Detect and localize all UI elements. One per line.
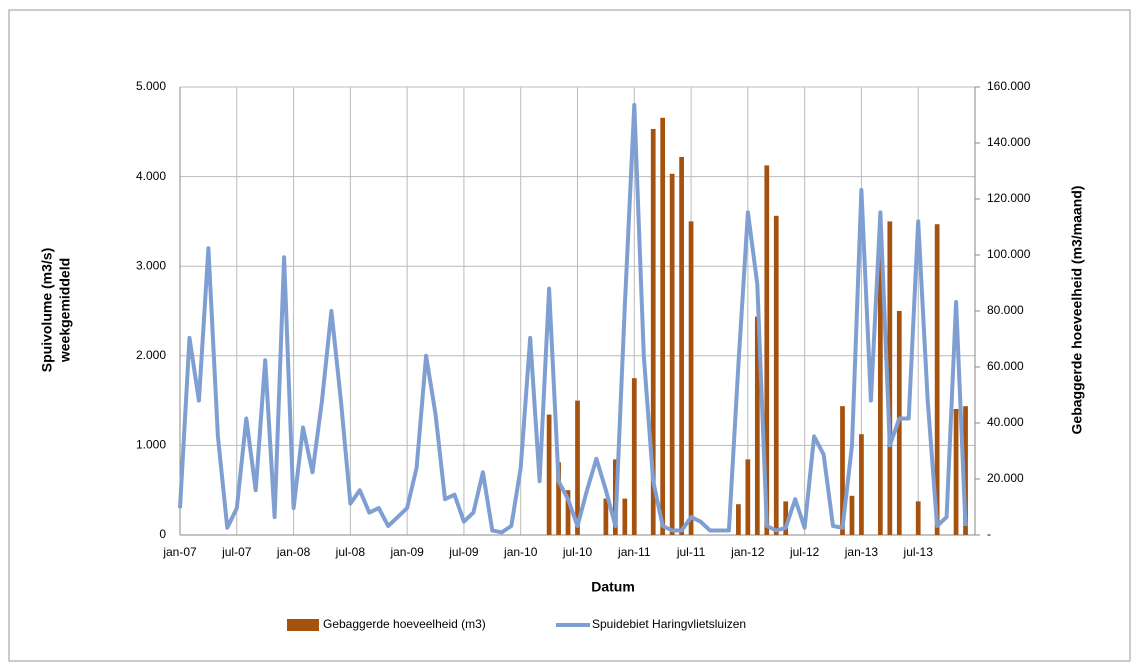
bar — [575, 400, 580, 535]
y2-tick-label: 100.000 — [987, 247, 1031, 261]
x-tick-label: jan-12 — [730, 545, 765, 559]
x-tick-label: jul-13 — [903, 545, 934, 559]
bar — [915, 501, 921, 535]
bar — [783, 501, 789, 535]
bar — [565, 490, 571, 535]
x-tick-label: jan-13 — [844, 545, 879, 559]
x-tick-label: jan-11 — [617, 545, 651, 559]
bar — [754, 316, 760, 535]
y2-axis-title: Gebaggerde hoeveelheid (m3/maand) — [1069, 186, 1085, 435]
legend-label: Gebaggerde hoeveelheid (m3) — [323, 617, 486, 631]
y2-tick-label: 160.000 — [987, 79, 1031, 93]
bar — [859, 434, 864, 535]
x-tick-label: jan-08 — [276, 545, 311, 559]
x-axis-title: Datum — [591, 579, 635, 595]
bar — [556, 462, 561, 535]
bar — [764, 165, 770, 535]
y-tick-label: 3.000 — [136, 258, 166, 272]
x-tick-label: jul-12 — [789, 545, 820, 559]
x-tick-label: jul-11 — [676, 545, 706, 559]
y2-tick-label: - — [987, 527, 991, 541]
bar — [877, 227, 883, 535]
x-tick-label: jan-10 — [503, 545, 538, 559]
bar — [745, 459, 751, 535]
bar — [849, 495, 855, 535]
y-axis-title: weekgemiddeld — [57, 258, 73, 363]
bar — [953, 409, 959, 535]
line — [178, 102, 968, 535]
x-tick-label: jul-07 — [221, 545, 252, 559]
bar — [679, 157, 684, 535]
legend-swatch — [287, 619, 319, 631]
x-tick-label: jul-10 — [562, 545, 593, 559]
y2-tick-label: 80.000 — [987, 303, 1024, 317]
bar — [934, 224, 940, 535]
bar — [773, 215, 779, 536]
y-tick-label: 5.000 — [136, 79, 166, 93]
bar — [963, 406, 968, 535]
bar — [603, 498, 609, 535]
bar — [650, 129, 656, 535]
y-tick-label: 2.000 — [136, 348, 166, 362]
legend-label: Spuidebiet Haringvlietsluizen — [592, 617, 746, 631]
y2-tick-label: 120.000 — [987, 191, 1031, 205]
y-axis-title: Spuivolume (m3/s) — [39, 248, 55, 372]
bar — [669, 173, 675, 536]
y2-tick-label: 140.000 — [987, 135, 1031, 149]
bar — [631, 378, 637, 535]
bar — [622, 498, 628, 535]
bar — [546, 414, 552, 535]
x-tick-label: jul-09 — [448, 545, 479, 559]
chart-border — [8, 9, 1131, 662]
y-tick-label: 1.000 — [136, 438, 166, 452]
x-tick-label: jan-09 — [389, 545, 424, 559]
y2-tick-label: 20.000 — [987, 471, 1024, 485]
y-tick-label: 0 — [159, 527, 166, 541]
bar — [688, 221, 694, 535]
bar — [887, 221, 893, 535]
y-tick-label: 4.000 — [136, 169, 166, 183]
bar — [840, 406, 845, 535]
bar — [736, 504, 741, 535]
x-tick-label: jul-08 — [335, 545, 366, 559]
x-tick-label: jan-07 — [162, 545, 197, 559]
y2-tick-label: 40.000 — [987, 415, 1024, 429]
bar — [660, 117, 666, 536]
y2-tick-label: 60.000 — [987, 359, 1024, 373]
